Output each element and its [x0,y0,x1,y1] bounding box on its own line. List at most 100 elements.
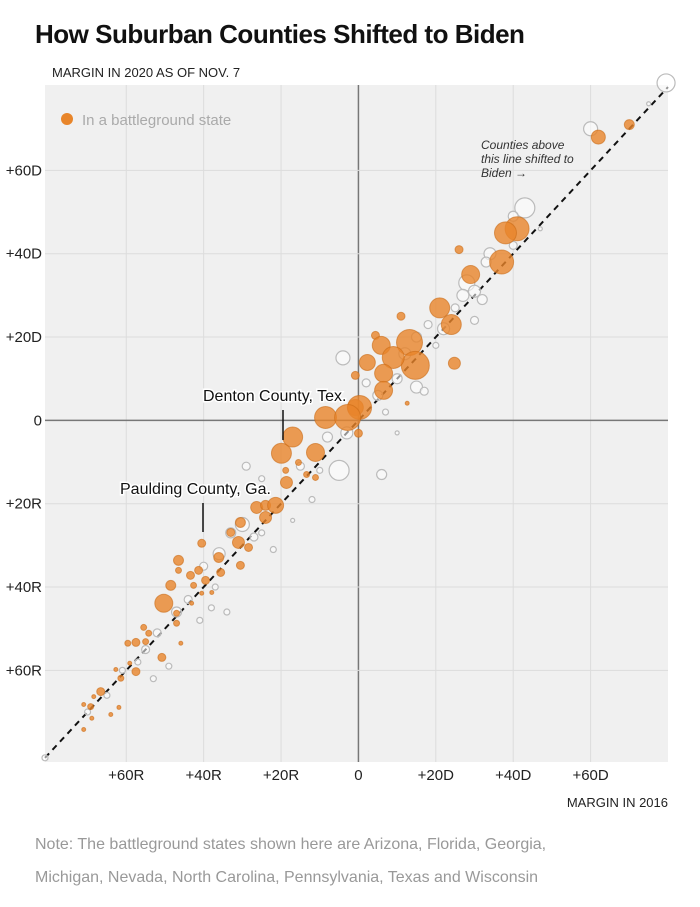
y-tick-label: +40R [6,579,42,596]
data-point-battleground [590,129,606,145]
data-point-battleground [461,265,481,285]
annotation-denton: Denton County, Tex. [203,388,347,405]
data-point-other [335,350,351,366]
data-point-battleground [173,609,181,617]
x-tick-label: +40R [186,767,222,784]
data-point-battleground [165,579,177,591]
data-point-other [249,532,259,542]
data-point-other [83,708,92,716]
data-point-battleground [267,496,285,514]
x-tick-label: +60R [108,767,144,784]
x-tick-labels: +60R +40R +20R 0 +20D +40D +60D [108,767,609,784]
data-point-other [207,604,215,612]
data-point-other [419,386,429,396]
data-point-battleground [303,471,311,479]
y-axis-label: MARGIN IN 2020 AS OF NOV. 7 [52,65,240,80]
data-point-battleground [396,311,406,321]
data-point-other [152,628,162,638]
data-point-other [476,293,488,306]
data-point-other [241,461,251,471]
battleground-county-points [81,119,635,733]
data-point-other [103,691,111,699]
data-point-battleground [173,619,181,627]
data-point-battleground [334,403,362,431]
x-tick-label: +60D [572,767,608,784]
y-tick-label: 0 [34,412,42,429]
data-point-other [141,644,151,655]
data-point-battleground [124,639,132,647]
y-tick-label: +40D [6,246,42,263]
data-point-other [376,468,388,481]
data-point-other [394,430,400,436]
data-point-battleground [145,629,153,637]
data-point-battleground [314,405,338,429]
data-point-battleground [454,245,464,255]
data-point-battleground [131,637,141,647]
data-point-battleground [270,442,292,464]
data-point-other [514,197,536,219]
data-point-other [290,517,296,523]
data-point-battleground [116,704,122,710]
data-point-other [316,466,324,474]
data-point-other [391,373,403,385]
annotation-paulding: Paulding County, Ga. [120,481,271,498]
data-point-other [646,101,652,107]
data-point-battleground [81,727,87,733]
data-point-other [41,754,49,762]
x-tick-label: +40D [495,767,531,784]
data-point-battleground [140,623,148,631]
data-point-battleground [87,703,95,711]
data-point-battleground [493,221,517,245]
data-point-battleground [282,466,290,474]
data-point-other [149,675,157,683]
data-point-battleground [173,554,184,566]
y-tick-labels: +60D +40D +20D 0 +20R +40R +60R [6,162,42,679]
legend-swatch [61,113,73,125]
data-point-other [381,408,390,416]
chart-title: How Suburban Counties Shifted to Biden [35,19,524,49]
data-point-battleground [113,667,119,673]
data-point-other [118,666,126,674]
refline-annotation-2: this line shifted to [481,152,574,166]
data-point-battleground [201,575,211,585]
x-tick-label: +20R [263,767,299,784]
data-point-battleground [194,565,204,575]
data-point-other [211,583,219,591]
data-point-battleground [91,694,97,700]
x-axis-label: MARGIN IN 2016 [567,795,668,810]
data-point-other [134,658,142,666]
data-point-battleground [185,570,195,580]
data-point-battleground [142,638,150,646]
data-point-battleground [358,353,376,371]
data-point-battleground [231,535,245,549]
data-point-battleground [429,297,451,319]
data-point-battleground [213,551,225,563]
refline-annotation-3: Biden → [481,166,527,180]
data-point-battleground [311,473,319,481]
data-point-other [432,341,440,349]
data-point-battleground [89,715,95,721]
data-point-other [361,378,371,388]
data-point-battleground [440,314,462,336]
data-point-battleground [131,667,141,677]
reference-line [44,86,669,759]
refline-annotation-1: Counties above [481,138,565,152]
data-point-battleground [353,428,363,438]
data-point-battleground [400,350,430,380]
data-point-battleground [108,712,114,718]
data-point-battleground [294,458,302,466]
data-point-battleground [190,581,198,589]
data-point-battleground [175,566,182,574]
data-point-battleground [157,652,167,662]
x-tick-label: 0 [354,767,362,784]
data-point-battleground [404,400,410,406]
data-point-battleground [447,356,461,370]
data-point-battleground [244,542,254,552]
data-point-battleground [209,589,215,595]
data-point-other [308,495,316,504]
data-point-battleground [235,560,245,570]
data-point-other [328,459,350,481]
data-point-other [258,529,266,537]
data-point-battleground [279,475,293,489]
